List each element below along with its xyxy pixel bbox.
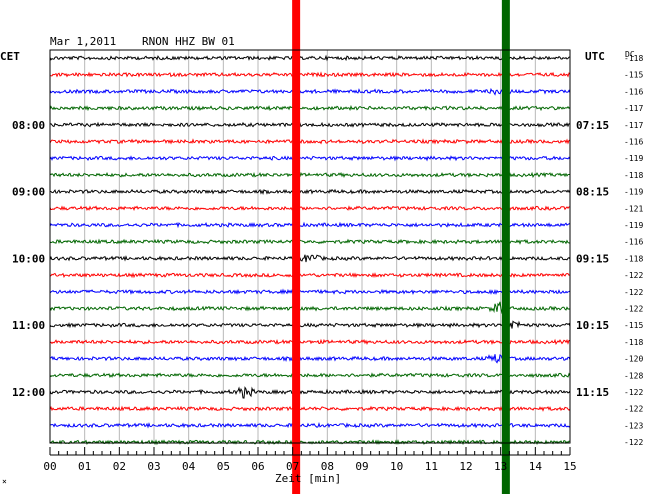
dc-value: -119 bbox=[624, 188, 643, 197]
corner-mark: × bbox=[2, 477, 7, 486]
x-tick-label: 08 bbox=[321, 460, 334, 473]
dc-value: -117 bbox=[624, 121, 643, 130]
dc-value: -123 bbox=[624, 421, 643, 430]
x-tick-label: 03 bbox=[147, 460, 160, 473]
trace-17 bbox=[49, 338, 571, 346]
dc-value: -122 bbox=[624, 288, 643, 297]
trace-18 bbox=[49, 354, 571, 364]
dc-value: -118 bbox=[624, 254, 643, 263]
trace-10 bbox=[49, 221, 571, 229]
dc-value: -115 bbox=[624, 71, 643, 80]
x-tick-label: 00 bbox=[43, 460, 56, 473]
trace-6 bbox=[49, 155, 571, 162]
dc-value: -119 bbox=[624, 221, 643, 230]
header-date: Mar 1,2011 bbox=[50, 35, 116, 48]
dc-value: -122 bbox=[624, 405, 643, 414]
x-tick-label: 14 bbox=[529, 460, 543, 473]
right-time-label: 11:15 bbox=[576, 386, 609, 399]
x-axis-ticks: 00 01 02 03 04 05 06 07 08 09 10 11 12 13 14 15 bbox=[43, 460, 576, 473]
x-tick-label: 02 bbox=[113, 460, 126, 473]
right-time-labels: 07:15 08:15 09:15 10:15 11:15 bbox=[576, 119, 609, 399]
trace-22 bbox=[49, 421, 571, 429]
left-time-labels: 08:00 09:00 10:00 11:00 12:00 bbox=[12, 119, 45, 399]
trace-11 bbox=[49, 238, 571, 245]
x-axis-label: Zeit [min] bbox=[275, 472, 341, 485]
x-tick-label: 09 bbox=[355, 460, 368, 473]
trace-21 bbox=[49, 405, 571, 412]
header-station: RNON HHZ BW 01 bbox=[142, 35, 235, 48]
right-time-label: 09:15 bbox=[576, 252, 609, 265]
dc-value: -116 bbox=[624, 138, 643, 147]
left-time-label: 09:00 bbox=[12, 186, 45, 199]
dc-value: -118 bbox=[624, 338, 643, 347]
dc-value: -119 bbox=[624, 154, 643, 163]
x-tick-label: 05 bbox=[217, 460, 230, 473]
x-tick-label: 01 bbox=[78, 460, 91, 473]
dc-value: -116 bbox=[624, 87, 643, 96]
dc-value: -122 bbox=[624, 438, 643, 447]
trace-4 bbox=[49, 121, 571, 128]
left-time-label: 11:00 bbox=[12, 319, 45, 332]
trace-3 bbox=[49, 104, 571, 112]
dc-value: -117 bbox=[624, 104, 643, 113]
dc-value: -121 bbox=[624, 204, 643, 213]
marker-bar-0 bbox=[292, 0, 301, 494]
dc-value: -115 bbox=[624, 321, 643, 330]
dc-header-label: DC bbox=[625, 50, 635, 59]
grid bbox=[49, 50, 571, 443]
dc-value: -118 bbox=[624, 171, 643, 180]
left-time-label: 08:00 bbox=[12, 119, 45, 132]
dc-value: -116 bbox=[624, 238, 643, 247]
dc-value: -118 bbox=[624, 54, 643, 63]
x-tick-label: 12 bbox=[459, 460, 472, 473]
trace-13 bbox=[49, 272, 571, 279]
trace-9 bbox=[49, 205, 571, 212]
dc-value: -122 bbox=[624, 388, 643, 397]
dc-value: -122 bbox=[624, 271, 643, 280]
dc-values: -118 -115 -116 -117 -117 -116 -119 -118 -119 -121… bbox=[624, 54, 643, 447]
trace-2 bbox=[49, 85, 571, 96]
time-markers bbox=[292, 0, 510, 494]
x-tick-label: 15 bbox=[563, 460, 576, 473]
x-tick-label: 06 bbox=[251, 460, 264, 473]
trace-5 bbox=[49, 138, 571, 145]
plot-frame bbox=[49, 49, 571, 456]
right-time-label: 07:15 bbox=[576, 119, 609, 132]
left-time-label: 10:00 bbox=[12, 252, 45, 265]
plot-border bbox=[49, 49, 571, 444]
dc-value: -128 bbox=[624, 371, 643, 380]
trace-16 bbox=[49, 320, 571, 331]
trace-14 bbox=[49, 288, 571, 296]
x-tick-label: 11 bbox=[425, 460, 438, 473]
right-time-label: 08:15 bbox=[576, 186, 609, 199]
x-tick-label: 04 bbox=[182, 460, 196, 473]
trace-7 bbox=[49, 171, 571, 179]
seismogram-traces bbox=[49, 54, 571, 446]
trace-20 bbox=[49, 386, 571, 399]
left-time-label: 12:00 bbox=[12, 386, 45, 399]
trace-8 bbox=[49, 188, 571, 195]
trace-0 bbox=[49, 54, 571, 62]
trace-1 bbox=[49, 71, 571, 78]
x-tick-label: 07 bbox=[286, 460, 299, 473]
x-tick-label: 13 bbox=[494, 460, 507, 473]
x-tick-label: 10 bbox=[390, 460, 403, 473]
dc-value: -122 bbox=[624, 305, 643, 314]
right-timezone-label: UTC bbox=[585, 50, 605, 63]
trace-15 bbox=[49, 301, 571, 314]
marker-bar-1 bbox=[501, 0, 510, 494]
right-time-label: 10:15 bbox=[576, 319, 609, 332]
trace-12 bbox=[49, 254, 571, 263]
left-timezone-label: CET bbox=[0, 50, 20, 63]
dc-value: -120 bbox=[624, 355, 643, 364]
trace-19 bbox=[49, 372, 571, 379]
